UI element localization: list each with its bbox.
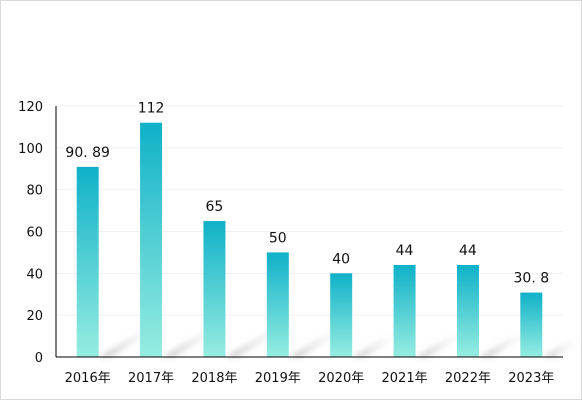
y-tick-label: 120 (18, 100, 43, 115)
x-tick-label: 2020年 (318, 371, 364, 386)
y-tick-label: 100 (18, 142, 43, 157)
bars (76, 122, 543, 357)
labels: 0 20 40 60 80 100 120 90. 89 2016年 112 2017年 65 2018… (18, 100, 554, 386)
x-tick-label: 2016年 (65, 371, 111, 386)
x-tick-label: 2017年 (128, 371, 174, 386)
data-label: 44 (459, 243, 477, 259)
bar-shadow (478, 334, 529, 357)
y-tick-label: 80 (26, 184, 43, 199)
data-label: 65 (206, 199, 224, 215)
y-tick-label: 20 (26, 309, 43, 324)
bar (76, 166, 99, 357)
y-tick-label: 40 (26, 267, 43, 282)
data-label: 40 (332, 251, 350, 267)
x-tick-label: 2022年 (445, 371, 491, 386)
data-label: 44 (396, 243, 414, 259)
bar (203, 221, 226, 357)
bar-shadow (352, 336, 399, 357)
bar (456, 264, 479, 357)
x-tick-label: 2019年 (255, 371, 301, 386)
x-tick-label: 2023年 (508, 371, 554, 386)
axes (55, 106, 563, 358)
data-label: 90. 89 (65, 145, 110, 161)
data-label: 30. 8 (514, 271, 550, 287)
bar (393, 264, 416, 357)
bar (330, 273, 353, 357)
bar (520, 292, 543, 357)
data-label: 112 (138, 101, 165, 117)
bar (140, 122, 163, 357)
y-tick-label: 0 (35, 351, 43, 366)
y-tick-label: 60 (26, 226, 43, 241)
bar-shadow (415, 334, 465, 357)
x-tick-label: 2018年 (191, 371, 237, 386)
data-label: 50 (269, 230, 287, 246)
x-tick-label: 2021年 (382, 371, 428, 386)
gridlines (56, 105, 563, 316)
bar (266, 252, 289, 357)
bar-shadow (542, 341, 581, 357)
bar-shadow (288, 331, 344, 357)
